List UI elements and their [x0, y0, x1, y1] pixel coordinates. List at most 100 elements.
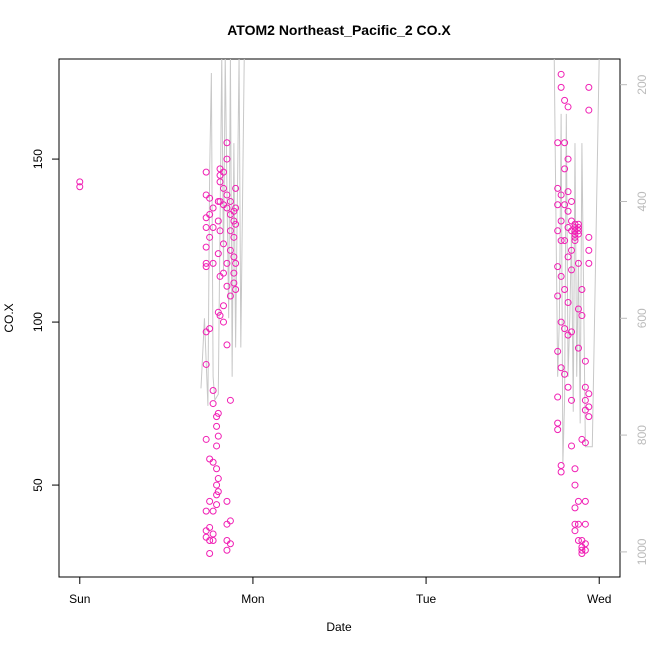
- data-point: [76, 183, 84, 191]
- data-point: [209, 400, 217, 408]
- data-point: [206, 550, 214, 558]
- data-point: [206, 233, 214, 241]
- x-tick-label: Mon: [241, 592, 264, 606]
- data-point: [557, 217, 565, 225]
- data-point: [76, 178, 84, 186]
- data-point: [223, 341, 231, 349]
- data-point: [574, 259, 582, 267]
- data-point: [214, 409, 222, 417]
- data-point: [561, 201, 569, 209]
- data-point: [206, 194, 214, 202]
- data-point: [232, 220, 240, 228]
- data-point: [216, 178, 224, 186]
- data-point: [209, 458, 217, 466]
- data-point: [554, 292, 562, 300]
- data-point: [574, 497, 582, 505]
- data-point: [561, 96, 569, 104]
- data-point: [226, 246, 234, 254]
- data-point: [578, 546, 586, 554]
- data-point: [226, 227, 234, 235]
- data-point: [214, 432, 222, 440]
- data-point: [226, 292, 234, 300]
- data-point: [574, 536, 582, 544]
- data-point: [202, 507, 210, 515]
- data-point: [223, 155, 231, 163]
- data-point: [209, 259, 217, 267]
- data-point: [564, 155, 572, 163]
- data-point: [581, 497, 589, 505]
- data-point: [219, 302, 227, 310]
- data-point: [219, 168, 227, 176]
- y-tick-label: 50: [31, 478, 45, 492]
- data-point: [206, 497, 214, 505]
- chart-title: ATOM2 Northeast_Pacific_2 CO.X: [227, 22, 451, 38]
- data-point: [557, 462, 565, 470]
- x-tick-label: Tue: [416, 592, 437, 606]
- data-point: [571, 481, 579, 489]
- x-tick-label: Wed: [587, 592, 611, 606]
- data-point: [214, 475, 222, 483]
- data-point: [213, 465, 221, 473]
- data-point: [202, 168, 210, 176]
- data-point: [223, 204, 231, 212]
- data-point: [571, 520, 579, 528]
- data-point: [578, 285, 586, 293]
- data-point: [557, 83, 565, 91]
- data-point: [202, 259, 210, 267]
- data-point: [557, 191, 565, 199]
- data-point: [574, 344, 582, 352]
- data-point: [226, 540, 234, 548]
- data-point: [223, 139, 231, 147]
- data-point: [561, 370, 569, 378]
- data-point: [574, 230, 582, 238]
- y2-tick-label: 200: [635, 74, 649, 94]
- data-point: [554, 393, 562, 401]
- data-point: [574, 305, 582, 313]
- data-point: [571, 237, 579, 245]
- data-point: [581, 540, 589, 548]
- data-point: [581, 396, 589, 404]
- data-point: [202, 360, 210, 368]
- data-point: [568, 246, 576, 254]
- y2-tick-label: 800: [635, 425, 649, 445]
- data-point: [585, 83, 593, 91]
- data-point: [232, 204, 240, 212]
- data-point: [557, 70, 565, 78]
- data-point: [564, 188, 572, 196]
- data-point: [578, 312, 586, 320]
- data-point: [226, 517, 234, 525]
- data-point: [564, 103, 572, 111]
- data-point: [219, 184, 227, 192]
- data-point: [230, 279, 238, 287]
- data-point: [564, 383, 572, 391]
- y-axis-label: CO.X: [2, 303, 16, 332]
- y2-tick-label: 400: [635, 191, 649, 211]
- data-point: [226, 396, 234, 404]
- data-point: [554, 227, 562, 235]
- data-point: [226, 197, 234, 205]
- data-point: [568, 197, 576, 205]
- data-line: [200, 59, 600, 465]
- data-point: [214, 217, 222, 225]
- data-point: [230, 269, 238, 277]
- data-point: [564, 299, 572, 307]
- data-point: [564, 253, 572, 261]
- data-point: [209, 507, 217, 515]
- data-point: [585, 390, 593, 398]
- data-point: [568, 266, 576, 274]
- data-point: [206, 325, 214, 333]
- x-tick-label: Sun: [69, 592, 90, 606]
- data-point: [585, 403, 593, 411]
- data-point: [223, 497, 231, 505]
- data-point: [213, 422, 221, 430]
- y-tick-label: 100: [31, 312, 45, 332]
- data-point: [202, 435, 210, 443]
- y2-tick-label: 600: [635, 308, 649, 328]
- data-point: [564, 207, 572, 215]
- data-point: [554, 426, 562, 434]
- data-point: [581, 439, 589, 447]
- data-point: [202, 243, 210, 251]
